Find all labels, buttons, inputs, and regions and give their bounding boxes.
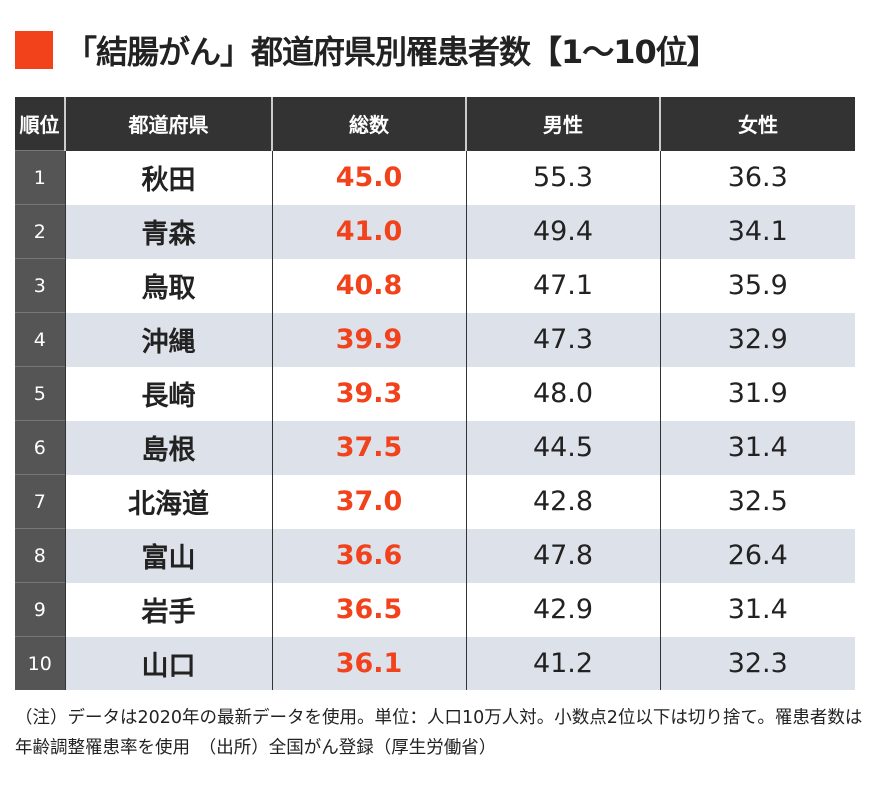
table-row: 6 島根 37.5 44.5 31.4 (15, 420, 855, 475)
cell-female: 34.1 (659, 204, 855, 259)
cell-total: 36.6 (271, 528, 466, 583)
table-row: 9 岩手 36.5 42.9 31.4 (15, 582, 855, 637)
cell-total: 39.3 (271, 366, 466, 421)
cell-pref: 北海道 (64, 474, 272, 529)
table-row: 5 長崎 39.3 48.0 31.9 (15, 366, 855, 421)
header-total: 総数 (271, 97, 466, 151)
cell-total: 36.1 (271, 636, 466, 690)
table-row: 10 山口 36.1 41.2 32.3 (15, 636, 855, 690)
cell-pref: 鳥取 (64, 258, 272, 313)
cell-female: 31.4 (659, 420, 855, 475)
cell-pref: 島根 (64, 420, 272, 475)
table-header: 順位 都道府県 総数 男性 女性 (15, 97, 855, 151)
footnote: （注）データは2020年の最新データを使用。単位：人口10万人対。小数点2位以下… (15, 708, 863, 758)
cell-rank: 2 (15, 204, 65, 259)
cell-male: 48.0 (465, 366, 660, 421)
cell-rank: 7 (15, 474, 65, 529)
header-prefecture: 都道府県 (64, 97, 272, 151)
cell-pref: 長崎 (64, 366, 272, 421)
cell-total: 45.0 (271, 150, 466, 205)
cell-male: 41.2 (465, 636, 660, 690)
header-rank: 順位 (15, 97, 65, 151)
cell-pref: 青森 (64, 204, 272, 259)
cell-male: 55.3 (465, 150, 660, 205)
table-row: 2 青森 41.0 49.4 34.1 (15, 204, 855, 259)
cell-rank: 6 (15, 420, 65, 475)
cell-rank: 3 (15, 258, 65, 313)
ranking-table: 順位 都道府県 総数 男性 女性 1 秋田 45.0 55.3 36.3 2 青森 41.0 49.4 3… (15, 97, 855, 690)
cell-pref: 山口 (64, 636, 272, 690)
header-male: 男性 (465, 97, 660, 151)
cell-pref: 岩手 (64, 582, 272, 637)
cell-male: 47.3 (465, 312, 660, 367)
cell-total: 37.0 (271, 474, 466, 529)
cell-male: 42.9 (465, 582, 660, 637)
cell-pref: 秋田 (64, 150, 272, 205)
cell-female: 26.4 (659, 528, 855, 583)
cell-female: 32.3 (659, 636, 855, 690)
cell-male: 44.5 (465, 420, 660, 475)
cell-female: 32.9 (659, 312, 855, 367)
title-text: 「結腸がん」都道府県別罹患者数【1～10位】 (65, 33, 719, 71)
cell-rank: 5 (15, 366, 65, 421)
table-row: 1 秋田 45.0 55.3 36.3 (15, 150, 855, 205)
cell-total: 41.0 (271, 204, 466, 259)
cell-male: 47.1 (465, 258, 660, 313)
cell-total: 40.8 (271, 258, 466, 313)
cell-rank: 10 (15, 636, 65, 690)
cell-female: 35.9 (659, 258, 855, 313)
cell-rank: 4 (15, 312, 65, 367)
cell-total: 39.9 (271, 312, 466, 367)
chart-title: 「結腸がん」都道府県別罹患者数【1～10位】 (15, 28, 719, 72)
title-square-icon (15, 31, 53, 69)
cell-rank: 1 (15, 150, 65, 205)
table-row: 7 北海道 37.0 42.8 32.5 (15, 474, 855, 529)
header-female: 女性 (659, 97, 855, 151)
cell-total: 37.5 (271, 420, 466, 475)
cell-female: 31.4 (659, 582, 855, 637)
table-row: 3 鳥取 40.8 47.1 35.9 (15, 258, 855, 313)
cell-male: 47.8 (465, 528, 660, 583)
cell-rank: 9 (15, 582, 65, 637)
cell-rank: 8 (15, 528, 65, 583)
cell-pref: 富山 (64, 528, 272, 583)
table-row: 4 沖縄 39.9 47.3 32.9 (15, 312, 855, 367)
cell-total: 36.5 (271, 582, 466, 637)
cell-female: 36.3 (659, 150, 855, 205)
cell-pref: 沖縄 (64, 312, 272, 367)
cell-male: 42.8 (465, 474, 660, 529)
table-row: 8 富山 36.6 47.8 26.4 (15, 528, 855, 583)
cell-female: 32.5 (659, 474, 855, 529)
cell-male: 49.4 (465, 204, 660, 259)
cell-female: 31.9 (659, 366, 855, 421)
